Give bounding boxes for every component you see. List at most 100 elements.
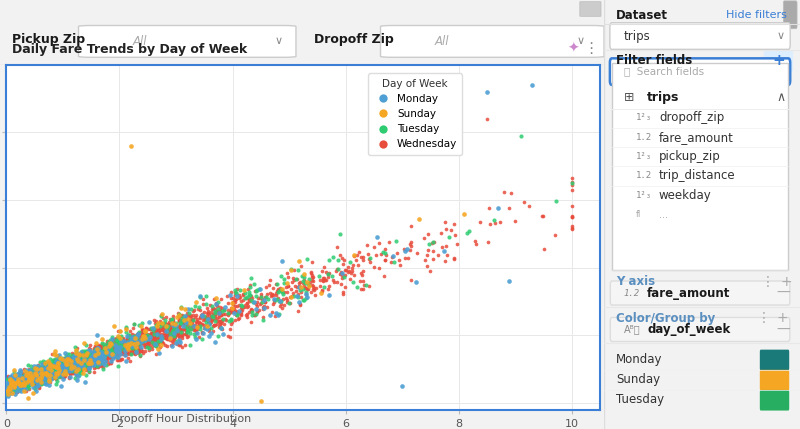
Monday: [42, 381, 55, 388]
Sunday: [65, 364, 78, 371]
Wednesday: [11, 381, 24, 388]
Tuesday: [208, 308, 221, 315]
Text: ⋮: ⋮: [757, 311, 770, 325]
Wednesday: [61, 359, 74, 366]
Tuesday: [299, 294, 312, 301]
Wednesday: [2, 383, 15, 390]
Wednesday: [28, 375, 41, 382]
Wednesday: [175, 333, 188, 340]
Tuesday: [37, 379, 50, 386]
Sunday: [5, 381, 18, 388]
Monday: [65, 357, 78, 364]
Wednesday: [209, 321, 222, 328]
Wednesday: [111, 349, 124, 356]
Wednesday: [254, 294, 266, 301]
Wednesday: [210, 309, 222, 316]
Tuesday: [3, 379, 16, 386]
Tuesday: [51, 370, 64, 377]
Wednesday: [136, 347, 149, 354]
Wednesday: [226, 318, 238, 325]
Wednesday: [22, 366, 35, 373]
Wednesday: [108, 345, 121, 352]
Wednesday: [6, 380, 19, 387]
Wednesday: [5, 378, 18, 385]
Tuesday: [78, 359, 91, 366]
Tuesday: [88, 346, 101, 353]
Wednesday: [44, 378, 57, 385]
Tuesday: [15, 384, 28, 391]
Wednesday: [8, 378, 21, 385]
Wednesday: [7, 388, 20, 395]
Monday: [410, 278, 422, 285]
Wednesday: [22, 378, 34, 385]
Tuesday: [29, 386, 42, 393]
Wednesday: [97, 353, 110, 360]
Wednesday: [118, 342, 131, 349]
Tuesday: [5, 387, 18, 394]
Tuesday: [9, 377, 22, 384]
Wednesday: [181, 310, 194, 317]
Tuesday: [42, 371, 55, 378]
Sunday: [37, 370, 50, 377]
Wednesday: [197, 313, 210, 320]
Wednesday: [54, 366, 66, 373]
Wednesday: [57, 365, 70, 372]
Wednesday: [108, 343, 121, 350]
Wednesday: [60, 365, 73, 372]
Wednesday: [322, 269, 335, 276]
Monday: [370, 233, 383, 240]
Wednesday: [55, 367, 68, 374]
Wednesday: [187, 308, 200, 315]
Wednesday: [202, 314, 214, 321]
Wednesday: [66, 370, 78, 377]
Wednesday: [150, 335, 163, 342]
Wednesday: [50, 362, 63, 369]
Wednesday: [141, 342, 154, 349]
Wednesday: [76, 352, 89, 359]
Wednesday: [207, 322, 220, 329]
Wednesday: [47, 375, 60, 381]
Sunday: [28, 365, 41, 372]
Sunday: [18, 381, 30, 387]
Wednesday: [70, 356, 82, 363]
Monday: [65, 367, 78, 374]
Wednesday: [188, 323, 201, 329]
Wednesday: [57, 369, 70, 375]
Wednesday: [94, 361, 106, 368]
Wednesday: [2, 378, 15, 384]
Tuesday: [146, 326, 159, 333]
Wednesday: [12, 384, 25, 390]
Wednesday: [167, 321, 180, 328]
Wednesday: [65, 357, 78, 364]
Wednesday: [58, 355, 71, 362]
Tuesday: [1, 391, 14, 398]
Tuesday: [98, 353, 111, 360]
Text: Tuesday: Tuesday: [616, 393, 664, 406]
Monday: [25, 374, 38, 381]
Wednesday: [34, 376, 46, 383]
Wednesday: [7, 377, 20, 384]
Wednesday: [6, 383, 18, 390]
Wednesday: [185, 325, 198, 332]
Tuesday: [32, 368, 45, 375]
Sunday: [26, 374, 38, 381]
Monday: [9, 390, 22, 397]
Wednesday: [15, 374, 28, 381]
Tuesday: [137, 337, 150, 344]
Wednesday: [18, 377, 31, 384]
Tuesday: [18, 383, 31, 390]
Tuesday: [78, 351, 90, 358]
Wednesday: [110, 347, 122, 353]
Wednesday: [52, 362, 65, 369]
Wednesday: [45, 363, 58, 370]
Wednesday: [38, 369, 51, 375]
Sunday: [171, 314, 184, 321]
Wednesday: [15, 375, 28, 382]
Tuesday: [58, 364, 70, 371]
Wednesday: [6, 378, 18, 385]
Wednesday: [30, 380, 43, 387]
Wednesday: [124, 336, 137, 343]
Wednesday: [2, 383, 14, 390]
Wednesday: [79, 357, 92, 364]
Tuesday: [119, 343, 132, 350]
